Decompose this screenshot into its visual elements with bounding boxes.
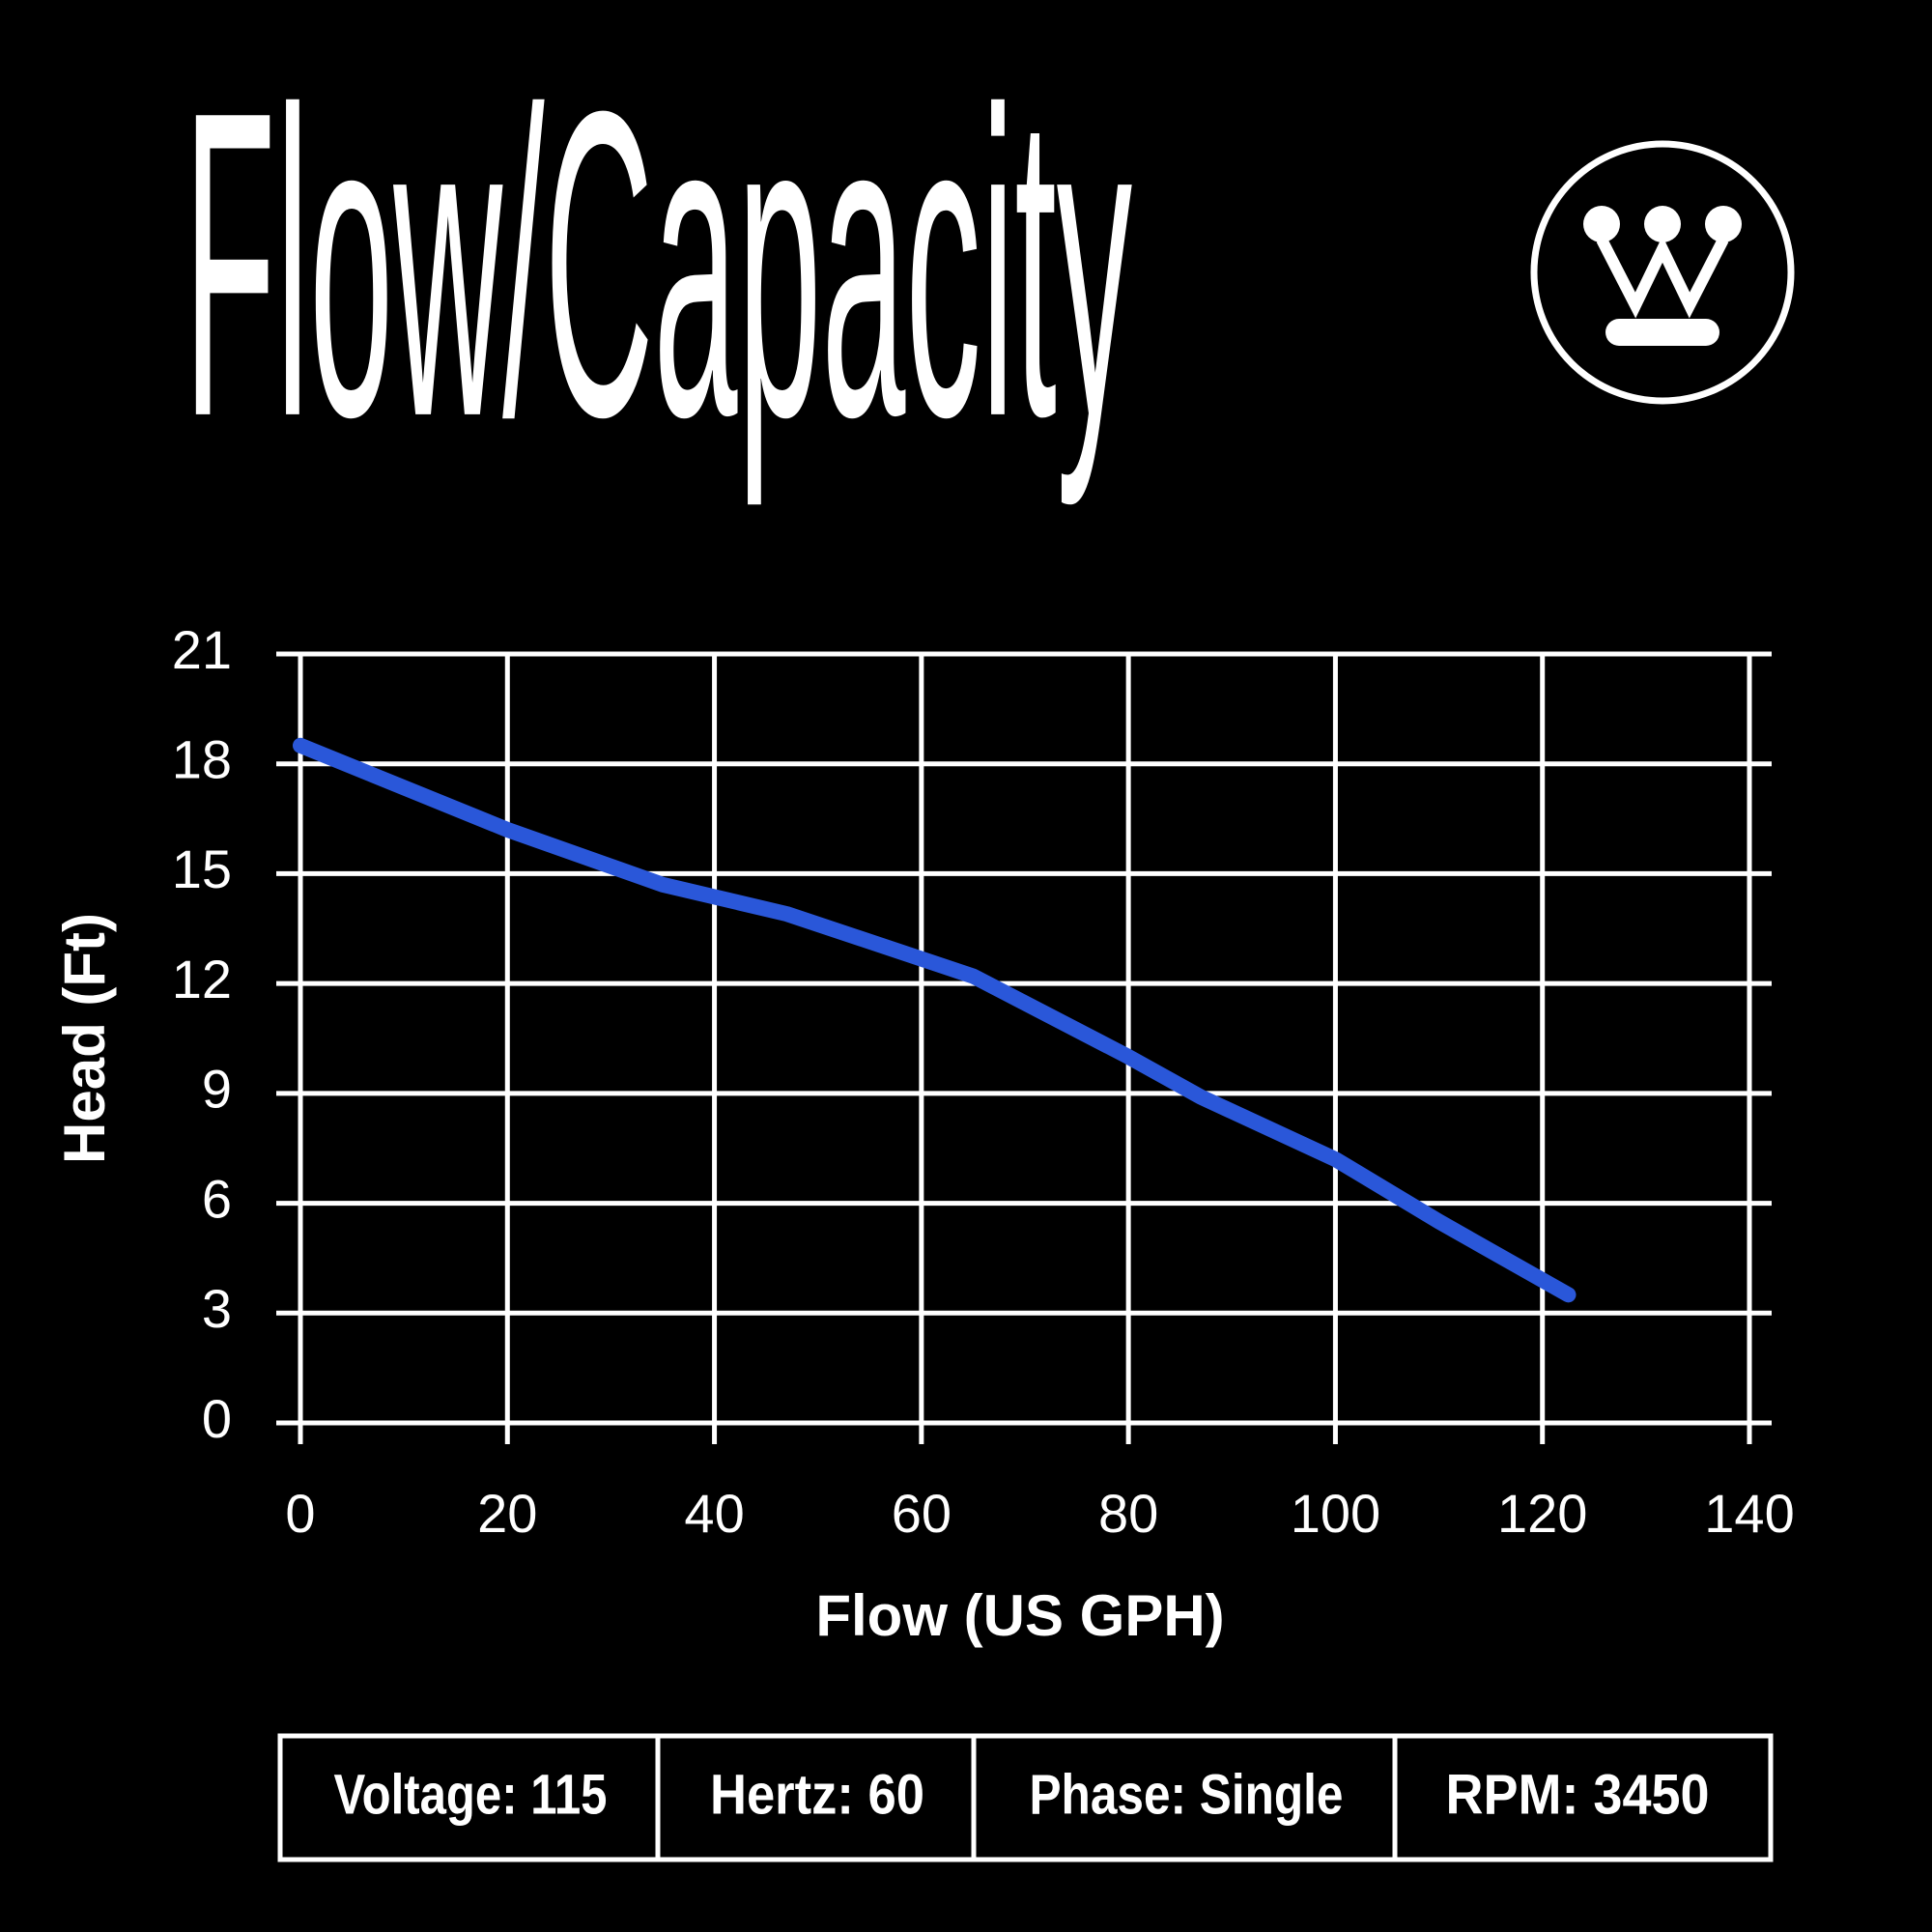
spec-table bbox=[277, 1733, 1774, 1862]
x-tick-label: 40 bbox=[684, 1483, 744, 1544]
y-axis-label: Head (Ft) bbox=[52, 913, 117, 1164]
y-tick-label: 21 bbox=[172, 619, 232, 680]
spec-cell: Phase: Single bbox=[1030, 1763, 1344, 1826]
spec-cell: Hertz: 60 bbox=[710, 1763, 924, 1826]
x-tick-label: 100 bbox=[1291, 1483, 1380, 1544]
x-tick-label: 120 bbox=[1497, 1483, 1587, 1544]
y-tick-label: 12 bbox=[172, 949, 232, 1009]
x-tick-label: 80 bbox=[1098, 1483, 1158, 1544]
y-tick-label: 15 bbox=[172, 838, 232, 899]
logo bbox=[1530, 140, 1795, 405]
y-tick-label: 3 bbox=[202, 1278, 232, 1339]
spec-cell: Voltage: 115 bbox=[334, 1763, 608, 1826]
x-axis-label: Flow (US GPH) bbox=[815, 1583, 1224, 1648]
data-line bbox=[293, 737, 1577, 1303]
chart-title: Flow/Capacity bbox=[184, 22, 1132, 509]
x-tick-label: 0 bbox=[285, 1483, 315, 1544]
x-tick-label: 60 bbox=[892, 1483, 952, 1544]
y-tick-label: 0 bbox=[202, 1388, 232, 1449]
spec-cell: RPM: 3450 bbox=[1446, 1763, 1710, 1826]
x-tick-label: 20 bbox=[477, 1483, 537, 1544]
y-tick-label: 18 bbox=[172, 729, 232, 790]
y-tick-label: 6 bbox=[202, 1168, 232, 1229]
x-tick-label: 140 bbox=[1704, 1483, 1794, 1544]
y-tick-label: 9 bbox=[202, 1059, 232, 1120]
